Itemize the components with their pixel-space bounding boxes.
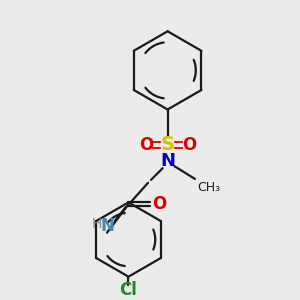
Text: O: O — [152, 195, 166, 213]
Text: O: O — [139, 136, 153, 154]
Text: O: O — [182, 136, 196, 154]
Text: H: H — [92, 217, 102, 231]
Text: N: N — [100, 217, 114, 235]
Text: Cl: Cl — [120, 281, 137, 299]
Text: N: N — [160, 152, 175, 170]
Text: S: S — [160, 135, 175, 154]
Text: CH₃: CH₃ — [197, 181, 220, 194]
